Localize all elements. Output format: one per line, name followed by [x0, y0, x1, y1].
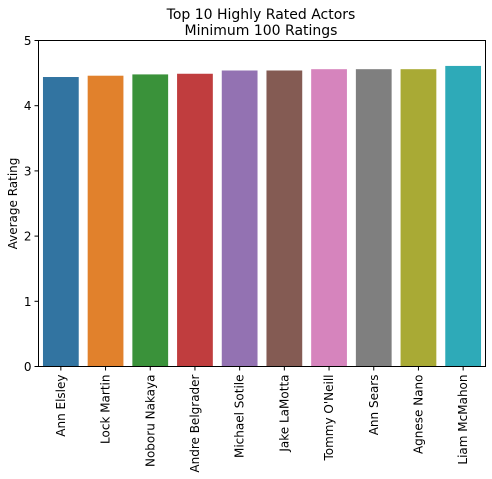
- y-tick-label-5: 5: [24, 34, 32, 48]
- y-tick-label-4: 4: [24, 99, 32, 113]
- x-tick-label-1: Lock Martin: [99, 375, 113, 444]
- bar-1: [87, 75, 124, 367]
- y-axis: 0 1 2 3 4 5: [24, 34, 39, 374]
- bar-3: [177, 73, 213, 367]
- x-tick-label-4: Michael Sotile: [233, 375, 247, 459]
- bar-8: [400, 69, 437, 367]
- chart-title-line-2: Minimum 100 Ratings: [185, 23, 338, 39]
- plot-frame: [38, 40, 486, 367]
- x-tick-label-7: Ann Sears: [367, 375, 381, 436]
- x-tick-label-2: Noboru Nakaya: [143, 375, 157, 468]
- y-tick-label-2: 2: [24, 230, 32, 244]
- bar-4: [221, 70, 258, 367]
- bar-6: [311, 69, 347, 367]
- y-tick-label-1: 1: [24, 295, 32, 309]
- bars-group: [42, 65, 482, 367]
- x-tick-label-9: Liam McMahon: [456, 375, 470, 465]
- x-tick-label-5: Jake LaMotta: [277, 375, 291, 453]
- y-tick-label-0: 0: [24, 360, 32, 374]
- chart-title-line-1: Top 10 Highly Rated Actors: [166, 7, 356, 23]
- bar-7: [355, 69, 392, 367]
- x-tick-label-3: Andre Belgrader: [188, 374, 202, 472]
- x-axis: Ann Elsley Lock Martin Noboru Nakaya Andre …: [54, 366, 470, 473]
- bar-5: [266, 70, 303, 367]
- x-tick-label-6: Tommy O'Neill: [322, 375, 336, 462]
- bar-9: [445, 65, 482, 367]
- y-axis-label: Average Rating: [6, 158, 20, 250]
- y-tick-label-3: 3: [24, 164, 32, 178]
- x-tick-label-0: Ann Elsley: [54, 375, 68, 437]
- x-tick-label-8: Agnese Nano: [411, 375, 425, 455]
- bar-0: [42, 77, 79, 367]
- bar-2: [132, 74, 169, 367]
